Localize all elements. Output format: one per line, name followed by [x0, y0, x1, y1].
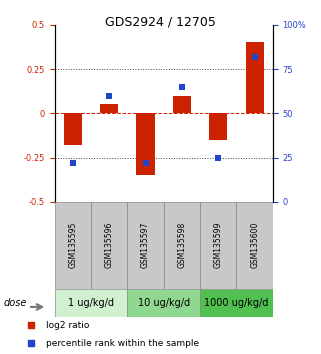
Text: 1 ug/kg/d: 1 ug/kg/d [68, 298, 114, 308]
Text: GSM135596: GSM135596 [105, 222, 114, 268]
Bar [100, 104, 118, 113]
Text: GSM135598: GSM135598 [178, 222, 187, 268]
Point [216, 155, 221, 160]
Bar [136, 113, 155, 175]
Text: GSM135599: GSM135599 [214, 222, 223, 268]
Bar [64, 113, 82, 145]
Point [179, 84, 185, 90]
Point [143, 160, 148, 166]
Bar [209, 113, 227, 140]
Point [28, 340, 33, 346]
Text: 10 ug/kg/d: 10 ug/kg/d [138, 298, 190, 308]
Bar [173, 96, 191, 113]
Point [252, 54, 257, 59]
Point [70, 160, 75, 166]
Bar [200, 289, 273, 317]
Text: GSM135597: GSM135597 [141, 222, 150, 268]
Bar [127, 289, 200, 317]
Text: 1000 ug/kg/d: 1000 ug/kg/d [204, 298, 269, 308]
Bar [127, 202, 164, 289]
Bar [91, 202, 127, 289]
Text: GDS2924 / 12705: GDS2924 / 12705 [105, 16, 216, 29]
Point [107, 93, 112, 98]
Point [28, 322, 33, 328]
Bar [55, 289, 127, 317]
Text: log2 ratio: log2 ratio [46, 321, 89, 330]
Text: GSM135600: GSM135600 [250, 222, 259, 268]
Text: GSM135595: GSM135595 [68, 222, 77, 268]
Bar [164, 202, 200, 289]
Bar [200, 202, 237, 289]
Text: dose: dose [3, 298, 27, 308]
Bar [237, 202, 273, 289]
Text: percentile rank within the sample: percentile rank within the sample [46, 338, 199, 348]
Bar [246, 42, 264, 113]
Bar [55, 202, 91, 289]
